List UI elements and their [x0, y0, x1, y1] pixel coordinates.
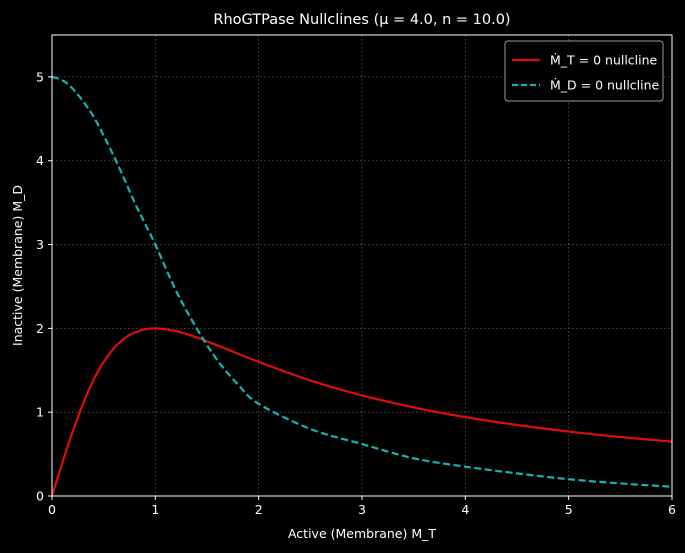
x-axis-title: Active (Membrane) M_T [288, 526, 436, 541]
y-tick-label: 5 [36, 69, 44, 84]
series-layer [50, 75, 673, 497]
x-tick-label: 3 [358, 502, 366, 517]
x-tick-label: 2 [255, 502, 263, 517]
legend-label-md: Ṁ_D = 0 nullcline [550, 78, 660, 93]
y-tick-label: 1 [36, 405, 44, 420]
y-tick-label: 3 [36, 237, 44, 252]
y-tick-label: 0 [36, 489, 44, 504]
y-axis-title: Inactive (Membrane) M_D [10, 185, 25, 346]
x-tick-label: 0 [48, 502, 56, 517]
series-mt-nullcline [50, 327, 673, 497]
y-tick-label: 4 [36, 153, 44, 168]
x-tick-label: 6 [668, 502, 676, 517]
chart-title: RhoGTPase Nullclines (μ = 4.0, n = 10.0) [213, 12, 510, 28]
ticks: 0 1 2 3 4 5 6 0 1 2 3 4 5 [36, 69, 676, 517]
x-tick-label: 5 [565, 502, 573, 517]
x-tick-label: 4 [461, 502, 469, 517]
x-tick-label: 1 [151, 502, 159, 517]
legend-box [504, 40, 664, 102]
y-tick-label: 2 [36, 321, 44, 336]
legend-label-mt: Ṁ_T = 0 nullcline [550, 53, 658, 68]
series-md-nullcline [51, 75, 673, 488]
legend: Ṁ_T = 0 nullcline Ṁ_D = 0 nullcline [504, 40, 664, 102]
